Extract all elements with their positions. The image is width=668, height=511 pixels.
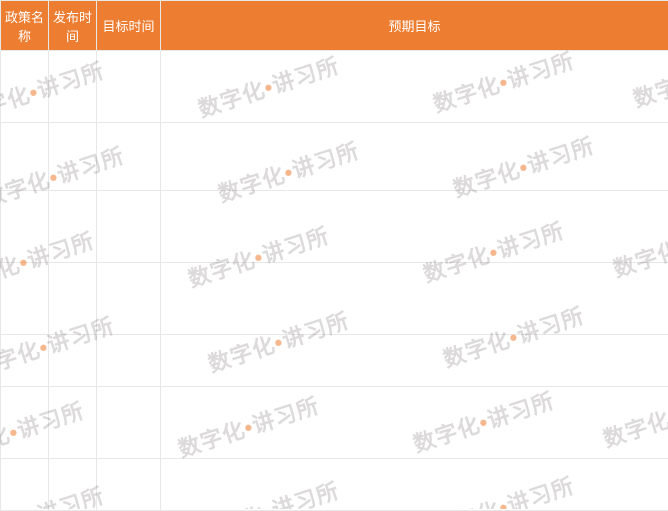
table-cell — [161, 123, 668, 191]
table-row — [1, 191, 668, 263]
table-cell — [97, 191, 161, 263]
table-row — [1, 123, 668, 191]
table-row — [1, 51, 668, 123]
table-cell — [97, 51, 161, 123]
table-header: 政策名称 发布时间 目标时间 预期目标 — [1, 1, 668, 51]
table-cell — [97, 263, 161, 335]
table-cell — [161, 191, 668, 263]
table-cell — [1, 335, 49, 387]
table-row — [1, 335, 668, 387]
policy-table: 政策名称 发布时间 目标时间 预期目标 — [0, 0, 668, 511]
table-cell — [97, 123, 161, 191]
header-expected-target: 预期目标 — [161, 1, 668, 51]
table-cell — [161, 335, 668, 387]
table-cell — [161, 51, 668, 123]
table-cell — [1, 123, 49, 191]
header-policy-name: 政策名称 — [1, 1, 49, 51]
table-cell — [49, 263, 97, 335]
table-cell — [97, 335, 161, 387]
table-cell — [97, 459, 161, 511]
table-cell — [49, 123, 97, 191]
table-cell — [49, 51, 97, 123]
table-cell — [1, 51, 49, 123]
table-cell — [1, 387, 49, 459]
table-cell — [49, 387, 97, 459]
table-row — [1, 263, 668, 335]
table-cell — [1, 191, 49, 263]
header-target-time: 目标时间 — [97, 1, 161, 51]
table-cell — [97, 387, 161, 459]
table-cell — [161, 387, 668, 459]
table-cell — [49, 335, 97, 387]
table-body — [1, 51, 668, 511]
table-cell — [1, 263, 49, 335]
table-cell — [161, 459, 668, 511]
table-cell — [49, 191, 97, 263]
table-cell — [49, 459, 97, 511]
table-row — [1, 459, 668, 511]
table-cell — [1, 459, 49, 511]
header-publish-time: 发布时间 — [49, 1, 97, 51]
table-row — [1, 387, 668, 459]
table-cell — [161, 263, 668, 335]
